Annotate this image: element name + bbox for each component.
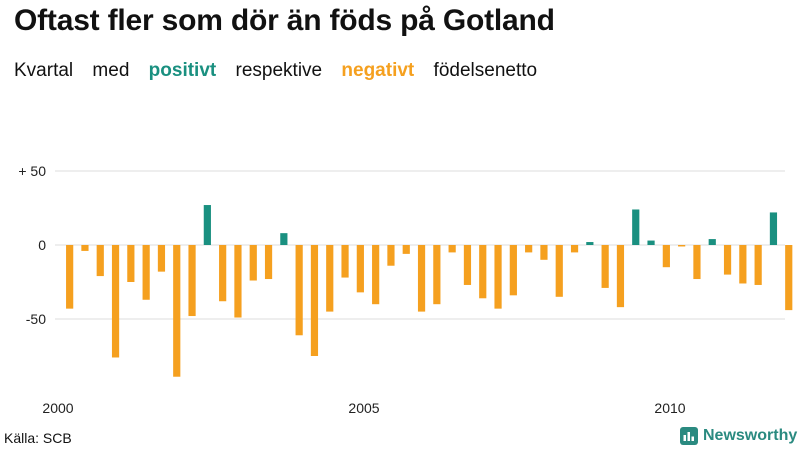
x-tick-label: 2010 [654, 400, 685, 416]
x-tick-label: 2000 [42, 400, 73, 416]
brand-name: Newsworthy [703, 427, 798, 444]
bar [127, 245, 135, 282]
bar [310, 245, 319, 356]
bar [433, 245, 441, 305]
bar [509, 245, 517, 296]
bar [647, 240, 655, 245]
bar [769, 212, 778, 245]
bar [616, 245, 625, 308]
x-axis-tick-labels: 20002005201020152020 [42, 400, 685, 416]
bar [662, 245, 670, 268]
subtitle-word-fodelsenetto: födelsenetto [433, 60, 538, 81]
source-note: Källa: SCB [4, 430, 72, 446]
bar [785, 245, 793, 311]
bar [708, 239, 716, 245]
bar [525, 245, 533, 253]
bar [66, 245, 74, 309]
bar [203, 205, 211, 245]
bar [157, 245, 166, 272]
bar [326, 245, 334, 312]
bar [540, 245, 548, 260]
y-tick-label: + 50 [18, 163, 46, 179]
bar [295, 245, 303, 336]
bar-chart: + 500-50 20002005201020152020 [18, 163, 793, 416]
bar [723, 245, 732, 275]
bar [219, 245, 227, 302]
bar [96, 245, 104, 277]
subtitle-word-respektive: respektive [235, 60, 323, 81]
y-tick-label: -50 [26, 311, 46, 327]
bar [341, 245, 349, 278]
bar [387, 245, 395, 266]
bar [494, 245, 502, 309]
bar-series [66, 205, 793, 377]
bar [678, 245, 686, 247]
x-tick-label: 2005 [348, 400, 379, 416]
bar [356, 245, 364, 293]
bar [586, 242, 594, 245]
bar [754, 245, 762, 285]
bar [693, 245, 701, 280]
subtitle-word-med: med [92, 60, 130, 81]
y-axis-tick-labels: + 50 0 -50 [18, 163, 46, 327]
y-tick-label: 0 [38, 237, 46, 253]
bar [632, 209, 640, 245]
bar [448, 245, 456, 253]
subtitle-positive-label: positivt [148, 60, 217, 81]
bar [280, 233, 288, 245]
bar [601, 245, 609, 288]
bar [81, 245, 89, 251]
bar [555, 245, 563, 297]
bar [417, 245, 426, 312]
bar [249, 245, 257, 281]
bar [402, 245, 410, 254]
bar [570, 245, 579, 253]
bar [142, 245, 150, 300]
subtitle-word-kvartal: Kvartal [14, 60, 74, 81]
subtitle-negative-label: negativt [341, 60, 415, 81]
bar [111, 245, 120, 358]
chart-subtitle: Kvartal med positivt respektive negativt… [14, 60, 551, 82]
bar [479, 245, 487, 299]
bar [234, 245, 242, 318]
chart-title: Oftast fler som dör än föds på Gotland [14, 4, 555, 37]
bar [372, 245, 380, 305]
bar [463, 245, 472, 285]
newsworthy-logo-icon [680, 427, 698, 445]
brand-logo: Newsworthy [680, 427, 797, 445]
bar [264, 245, 273, 280]
bar [173, 245, 181, 377]
bar [739, 245, 747, 284]
bar [188, 245, 196, 317]
